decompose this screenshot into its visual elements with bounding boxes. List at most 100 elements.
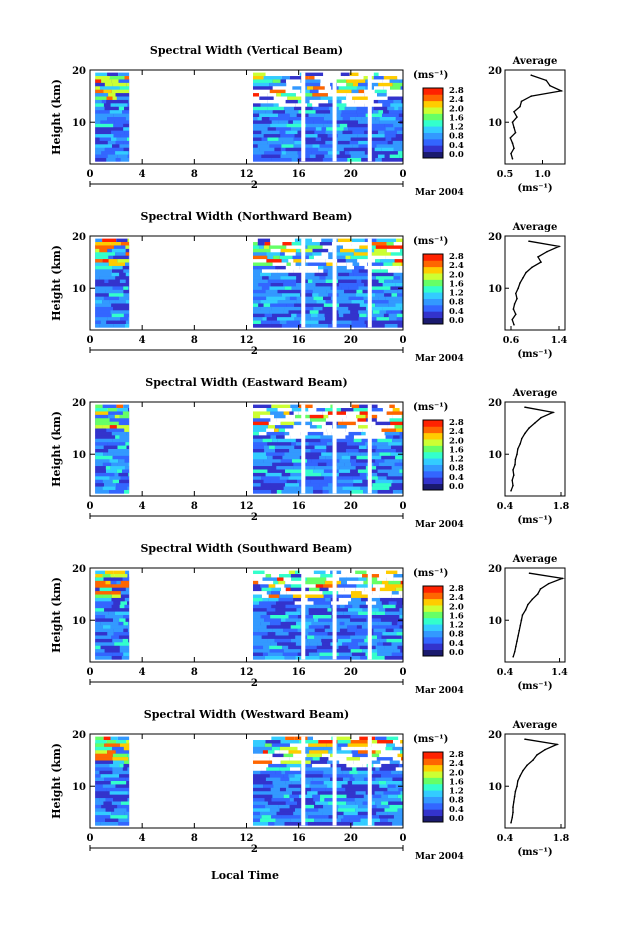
heatmap-cell (126, 252, 129, 256)
heatmap-cell (312, 778, 330, 782)
heatmap-cell (95, 605, 111, 609)
heatmap-cell (253, 642, 270, 646)
heatmap-cell (279, 767, 290, 771)
heatmap-cell (386, 639, 402, 643)
heatmap-cell (266, 767, 279, 771)
heatmap-cell (260, 771, 275, 775)
heatmap-cell (271, 815, 282, 819)
heatmap-cell (309, 608, 328, 612)
heatmap-cell (275, 639, 291, 643)
x-tick-label: 0 (400, 667, 407, 678)
heatmap-cell (293, 598, 301, 602)
heatmap-cell (103, 259, 109, 263)
heatmap-cell (253, 425, 268, 429)
heatmap-cell (311, 449, 327, 453)
heatmap-cell (103, 480, 113, 484)
heatmap-cell (278, 805, 289, 809)
heatmap-cell (95, 314, 111, 318)
heatmap-cell (95, 490, 109, 494)
x-tick-label: 4 (139, 335, 146, 346)
heatmap-cell (397, 622, 403, 626)
heatmap-cell (286, 83, 303, 87)
heatmap-cell (347, 581, 363, 585)
heatmap-cell (259, 110, 266, 114)
heatmap-cell (343, 245, 359, 249)
heatmap-cell (327, 442, 333, 446)
heatmap-cell (343, 131, 353, 135)
heatmap-cell (128, 622, 129, 626)
heatmap-cell (95, 249, 99, 253)
heatmap-cell (338, 422, 356, 426)
heatmap-cell (260, 584, 268, 588)
y-axis-label: Height (km) (50, 411, 63, 487)
heatmap-cell (398, 737, 403, 741)
heatmap-cell (317, 822, 322, 826)
heatmap-cell (111, 598, 124, 602)
heatmap-cell (108, 411, 123, 415)
heatmap-cell (289, 449, 301, 453)
y-tick-label: 20 (72, 730, 86, 741)
heatmap-cell (341, 571, 355, 575)
heatmap-cell (385, 256, 403, 260)
heatmap-cell (340, 605, 345, 609)
heatmap-cell (253, 608, 267, 612)
average-point (522, 770, 524, 772)
heatmap-cell (264, 303, 271, 307)
heatmap-cell (352, 131, 364, 135)
heatmap-cell (124, 747, 129, 751)
heatmap-cell (388, 425, 395, 429)
heatmap-cell (378, 100, 393, 104)
average-point (546, 251, 548, 253)
heatmap-cell (383, 408, 393, 412)
heatmap-cell (382, 273, 394, 277)
heatmap-cell (95, 656, 112, 660)
heatmap-cell (268, 750, 274, 754)
heatmap-cell (95, 297, 104, 301)
heatmap-cell (266, 740, 281, 744)
heatmap-cell (111, 584, 129, 588)
average-point (511, 817, 513, 819)
heatmap-cell (258, 239, 270, 243)
heatmap-cell (314, 635, 322, 639)
heatmap-cell (386, 747, 393, 751)
heatmap-cell (379, 463, 395, 467)
heatmap-cell (280, 788, 286, 792)
heatmap-cell (323, 124, 339, 128)
heatmap-cell (357, 86, 366, 90)
heatmap-cell (297, 300, 316, 304)
heatmap-cell (120, 743, 129, 747)
heatmap-cell (114, 632, 128, 636)
heatmap-cell (400, 408, 403, 412)
colorbar-tick-label: 2.4 (449, 593, 464, 603)
heatmap-cell (323, 487, 343, 491)
heatmap-cell (95, 784, 102, 788)
heatmap-cell (282, 259, 289, 263)
average-title: Average (512, 222, 558, 233)
avg-y-tick-label: 10 (488, 118, 502, 129)
heatmap-cell (386, 571, 397, 575)
average-point (516, 640, 518, 642)
heatmap-cell (253, 131, 261, 135)
heatmap-cell (253, 459, 264, 463)
heatmap-cell (95, 245, 114, 249)
heatmap-cell (105, 290, 123, 294)
heatmap-cell (343, 595, 351, 599)
heatmap-cell (384, 293, 391, 297)
heatmap-cell (119, 764, 123, 768)
heatmap-cell (328, 324, 348, 328)
heatmap-cell (377, 642, 383, 646)
heatmap-cell (310, 425, 317, 429)
heatmap-cell (95, 286, 113, 290)
heatmap-cell (374, 86, 384, 90)
heatmap-cell (292, 242, 301, 246)
heatmap-cell (118, 473, 128, 477)
heatmap-cell (372, 425, 388, 429)
heatmap-cell (112, 144, 119, 148)
heatmap-cell (323, 245, 334, 249)
heatmap-cell (253, 429, 266, 433)
average-point (530, 95, 532, 97)
heatmap-cell (338, 97, 346, 101)
panel-title: Spectral Width (Eastward Beam) (145, 376, 347, 389)
heatmap-cell (350, 778, 355, 782)
heatmap-cell (110, 283, 120, 287)
